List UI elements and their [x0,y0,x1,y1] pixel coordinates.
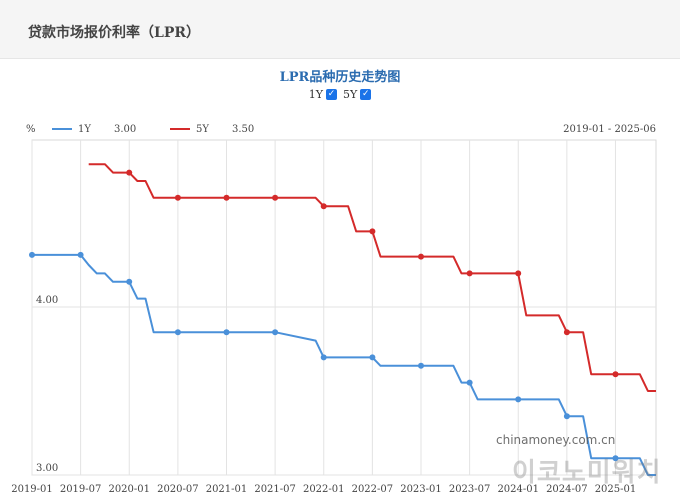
x-tick-label: 2022-07 [352,484,394,495]
legend-5y-name: 5Y [196,124,209,135]
x-tick-label: 2021-01 [206,484,248,495]
watermark-logo: 이코노미워치 [512,458,662,488]
x-tick-label: 2022-01 [303,484,345,495]
data-point-5y[interactable] [369,228,376,235]
x-tick-label: 2019-01 [11,484,53,495]
series-line-1y [32,253,656,476]
x-tick-label: 2023-07 [449,484,491,495]
legend-1y-value: 3.00 [114,124,136,135]
data-point-1y[interactable] [515,396,522,403]
chart-title: LPR品种历史走势图 [279,70,401,85]
data-point-1y[interactable] [174,329,181,336]
data-point-5y[interactable] [612,371,619,378]
x-tick-label: 2020-01 [108,484,150,495]
x-tick-label: 2023-01 [400,484,442,495]
x-tick-label: 2024-01 [497,484,539,495]
legend: % 1Y 3.00 5Y 3.50 2019-01 - 2025-06 [26,124,656,135]
data-point-1y[interactable] [466,379,473,386]
data-point-1y[interactable] [418,362,424,369]
toggle-1y[interactable]: 1Y ✓ [309,88,337,101]
data-point-5y[interactable] [272,194,279,201]
x-axis-ticks: 2019-01 2019-07 2020-01 2020-07 2021-01 2021-… [11,484,636,495]
grid [31,139,657,476]
data-point-5y[interactable] [466,270,473,277]
data-point-1y[interactable] [563,413,570,420]
x-tick-label: 2025-01 [595,484,637,495]
data-point-5y[interactable] [320,203,327,210]
data-point-5y[interactable] [418,253,424,260]
data-point-5y[interactable] [563,329,570,336]
data-point-1y[interactable] [612,455,619,462]
series-toggles: 1Y ✓ 5Y ✓ [0,88,680,101]
date-range-label: 2019-01 - 2025-06 [563,124,656,135]
x-tick-label: 2021-07 [254,484,296,495]
data-point-1y[interactable] [126,278,133,285]
data-point-1y[interactable] [369,354,376,361]
data-point-1y[interactable] [223,329,230,336]
data-point-5y[interactable] [515,270,522,277]
check-icon[interactable]: ✓ [326,89,337,100]
y-unit-label: % [26,124,36,135]
watermark-site: chinamoney.com.cn [496,433,616,447]
series-lines [29,163,656,476]
data-point-5y[interactable] [126,169,133,176]
y-tick-label: 4.00 [36,295,58,306]
data-point-1y[interactable] [29,251,35,258]
data-point-5y[interactable] [223,194,230,201]
data-point-1y[interactable] [272,329,279,336]
x-tick-label: 2020-07 [157,484,199,495]
toggle-5y-label: 5Y [343,88,358,101]
page-title: 贷款市场报价利率（LPR） [28,25,201,41]
series-line-5y [88,163,656,392]
header-bar: 贷款市场报价利率（LPR） [0,0,680,59]
legend-5y-value: 3.50 [232,124,254,135]
toggle-5y[interactable]: 5Y ✓ [343,88,372,101]
legend-1y-name: 1Y [78,124,91,135]
x-tick-label: 2024-07 [546,484,588,495]
data-point-1y[interactable] [320,354,327,361]
check-icon[interactable]: ✓ [360,89,372,100]
y-axis-ticks: 4.00 3.00 [36,295,58,474]
toggle-1y-label: 1Y [308,88,323,101]
y-tick-label: 3.00 [36,463,58,474]
x-tick-label: 2019-07 [60,484,102,495]
data-point-5y[interactable] [174,194,181,201]
data-point-1y[interactable] [77,251,84,258]
